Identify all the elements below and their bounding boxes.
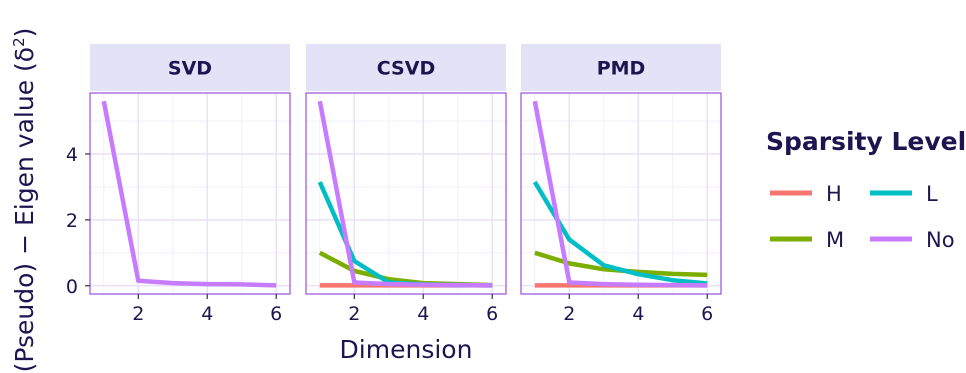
series-line-no bbox=[532, 100, 708, 288]
panel-border bbox=[520, 92, 722, 295]
panel-border bbox=[89, 92, 291, 295]
x-tick-label: 4 bbox=[417, 303, 429, 325]
legend-label: L bbox=[926, 182, 938, 206]
x-tick-label: 4 bbox=[201, 303, 213, 325]
panel-svd: SVD 2 4 6 0 2 4 bbox=[66, 44, 291, 325]
x-tick-label: 2 bbox=[348, 303, 360, 325]
series-line-l bbox=[532, 180, 708, 286]
panel-pmd: PMD 2 4 6 bbox=[520, 44, 722, 325]
legend-title: Sparsity Level bbox=[766, 127, 966, 156]
legend-item-m: M bbox=[770, 228, 844, 252]
y-tick-label: 0 bbox=[66, 276, 78, 298]
series-line-no bbox=[101, 100, 277, 288]
legend-item-no: No bbox=[870, 228, 955, 252]
y-tick-label: 4 bbox=[66, 144, 78, 166]
facet-title: PMD bbox=[597, 58, 646, 80]
facet-strip bbox=[521, 44, 721, 91]
legend-label: H bbox=[826, 182, 842, 206]
x-tick-label: 2 bbox=[563, 303, 575, 325]
legend-item-h: H bbox=[770, 182, 842, 206]
panel-border bbox=[305, 92, 507, 295]
facet-title: CSVD bbox=[377, 58, 435, 80]
legend-item-l: L bbox=[870, 182, 938, 206]
facet-strip bbox=[306, 44, 506, 91]
panel-csvd: CSVD 2 4 6 bbox=[305, 44, 507, 325]
x-tick-label: 6 bbox=[701, 303, 713, 325]
panels: SVD 2 4 6 0 2 4 CSVD 2 4 6 PMD 2 4 6 bbox=[66, 44, 722, 325]
legend-items: H L M No bbox=[770, 182, 955, 252]
legend-label: No bbox=[926, 228, 955, 252]
x-axis-title: Dimension bbox=[340, 335, 473, 364]
x-tick-label: 6 bbox=[270, 303, 282, 325]
legend: Sparsity Level H L M No bbox=[766, 127, 966, 252]
x-tick-label: 4 bbox=[632, 303, 644, 325]
y-axis-title: (Pseudo) − Eigen value (δ2) bbox=[10, 28, 39, 373]
series-line-no bbox=[317, 100, 493, 288]
y-tick-label: 2 bbox=[66, 210, 78, 232]
facet-strip bbox=[90, 44, 290, 91]
x-tick-label: 6 bbox=[486, 303, 498, 325]
legend-label: M bbox=[826, 228, 844, 252]
x-tick-label: 2 bbox=[132, 303, 144, 325]
facet-title: SVD bbox=[168, 58, 212, 80]
